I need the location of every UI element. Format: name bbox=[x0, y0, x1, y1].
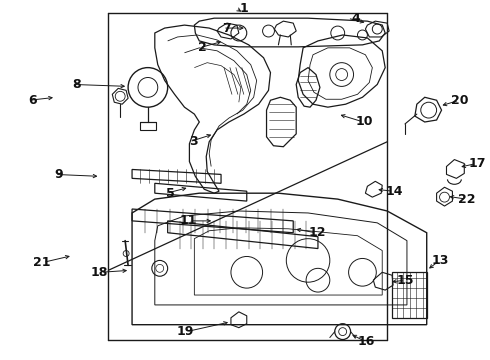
Text: 21: 21 bbox=[33, 256, 51, 269]
Text: 7: 7 bbox=[222, 22, 231, 35]
Text: 2: 2 bbox=[198, 41, 207, 54]
Text: 12: 12 bbox=[308, 226, 325, 239]
Text: 18: 18 bbox=[91, 266, 108, 279]
Text: 17: 17 bbox=[468, 157, 486, 170]
Text: 10: 10 bbox=[356, 116, 373, 129]
Text: 9: 9 bbox=[54, 168, 63, 181]
Text: 5: 5 bbox=[166, 187, 174, 200]
Text: 8: 8 bbox=[72, 78, 81, 91]
Text: 3: 3 bbox=[189, 135, 197, 148]
Text: 13: 13 bbox=[432, 254, 449, 267]
Text: 16: 16 bbox=[358, 335, 375, 348]
Text: 19: 19 bbox=[177, 325, 195, 338]
Text: 14: 14 bbox=[385, 185, 403, 198]
Text: 1: 1 bbox=[240, 2, 248, 15]
Text: 4: 4 bbox=[351, 12, 360, 25]
Text: 22: 22 bbox=[458, 193, 476, 206]
Text: 15: 15 bbox=[397, 274, 415, 287]
Text: 20: 20 bbox=[451, 94, 469, 107]
Text: 6: 6 bbox=[28, 94, 37, 107]
Text: 11: 11 bbox=[180, 214, 197, 228]
